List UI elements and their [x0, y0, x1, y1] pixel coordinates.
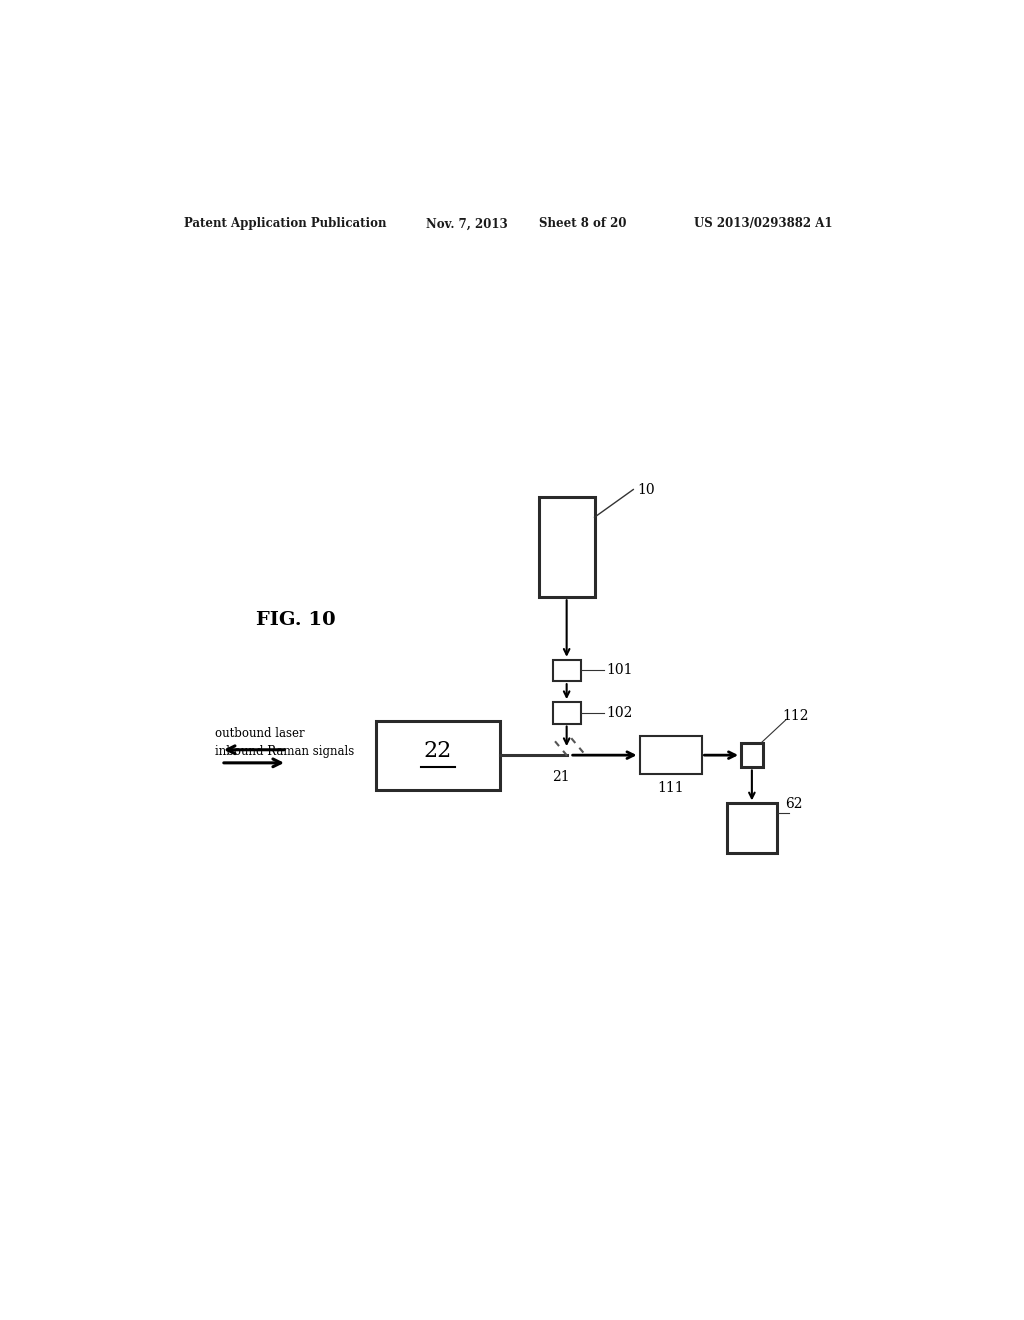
- Text: 10: 10: [637, 483, 654, 496]
- Bar: [553, 660, 581, 681]
- Bar: [376, 721, 500, 789]
- Text: 22: 22: [424, 741, 453, 763]
- Bar: [741, 743, 763, 767]
- Text: US 2013/0293882 A1: US 2013/0293882 A1: [693, 218, 833, 231]
- Text: Patent Application Publication: Patent Application Publication: [183, 218, 386, 231]
- Text: outbound laser: outbound laser: [215, 727, 304, 741]
- Text: FIG. 10: FIG. 10: [256, 611, 336, 630]
- Text: 112: 112: [782, 709, 809, 723]
- Text: 62: 62: [784, 797, 803, 810]
- Text: Sheet 8 of 20: Sheet 8 of 20: [539, 218, 627, 231]
- Text: inbound Raman signals: inbound Raman signals: [215, 744, 354, 758]
- Bar: [539, 498, 595, 598]
- Text: Nov. 7, 2013: Nov. 7, 2013: [426, 218, 508, 231]
- Bar: [727, 804, 777, 853]
- Text: 21: 21: [552, 770, 569, 784]
- Text: 101: 101: [606, 664, 633, 677]
- Bar: [553, 702, 581, 723]
- Text: 102: 102: [606, 706, 633, 719]
- Bar: [640, 737, 701, 775]
- Text: 111: 111: [657, 781, 684, 795]
